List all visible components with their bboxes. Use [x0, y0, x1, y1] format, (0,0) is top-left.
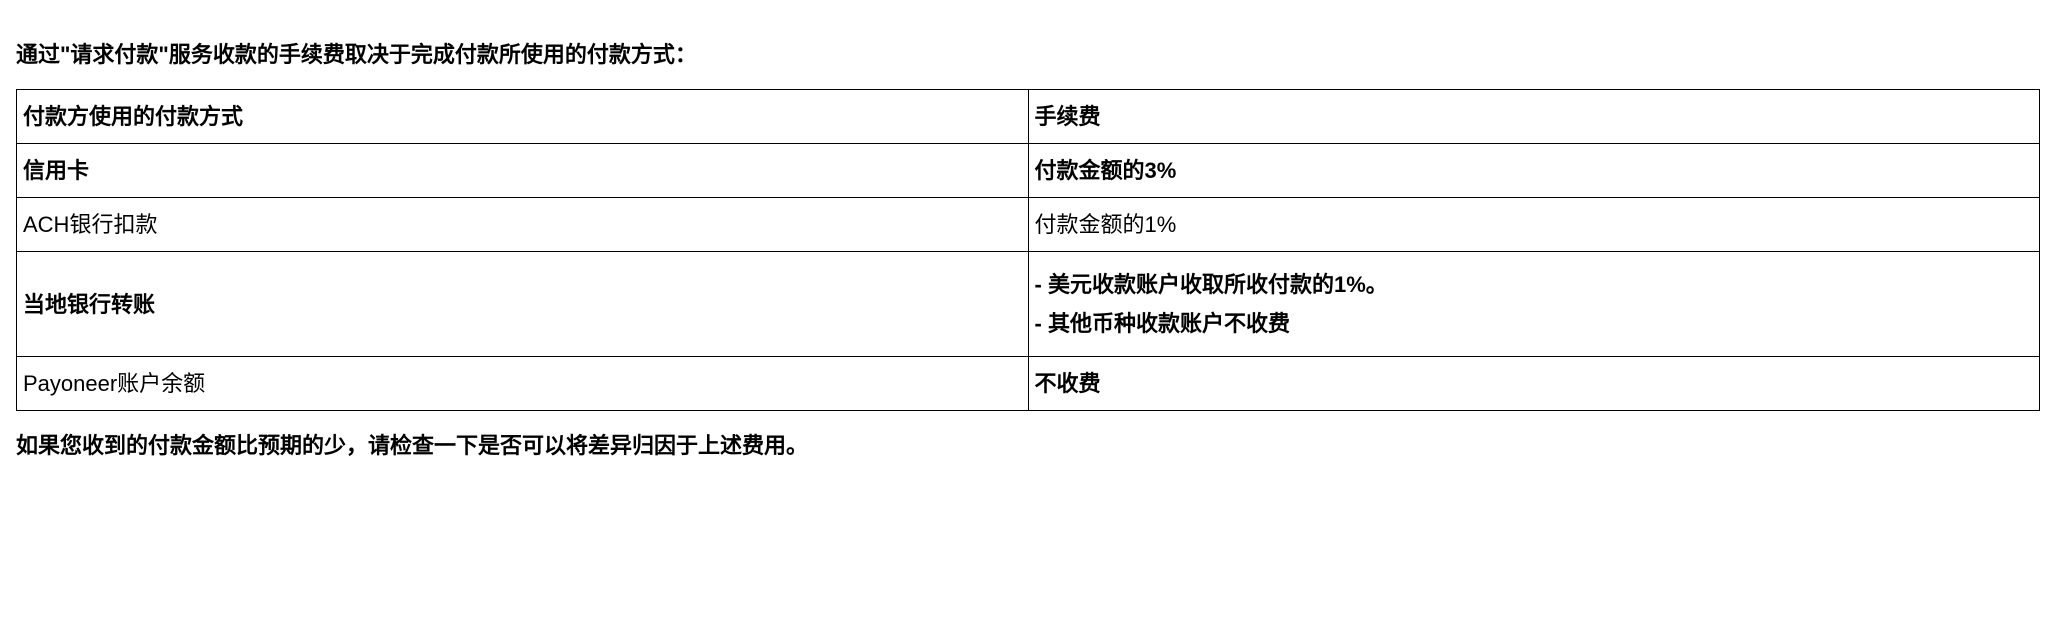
cell-method: Payoneer账户余额 [17, 357, 1029, 411]
cell-method: 信用卡 [17, 144, 1029, 198]
cell-method: ACH银行扣款 [17, 198, 1029, 252]
table-row: 当地银行转账 美元收款账户收取所收付款的1%。 其他币种收款账户不收费 [17, 252, 2040, 357]
fee-list-item: 美元收款账户收取所收付款的1%。 [1035, 268, 2034, 301]
cell-fee: 不收费 [1028, 357, 2040, 411]
fee-list-item: 其他币种收款账户不收费 [1035, 307, 2034, 340]
cell-fee: 美元收款账户收取所收付款的1%。 其他币种收款账户不收费 [1028, 252, 2040, 357]
intro-paragraph: 通过"请求付款"服务收款的手续费取决于完成付款所使用的付款方式： [16, 38, 2040, 71]
cell-fee: 付款金额的1% [1028, 198, 2040, 252]
col-header-fee: 手续费 [1028, 90, 2040, 144]
cell-method: 当地银行转账 [17, 252, 1029, 357]
outro-paragraph: 如果您收到的付款金额比预期的少，请检查一下是否可以将差异归因于上述费用。 [16, 429, 2040, 462]
table-row: 信用卡 付款金额的3% [17, 144, 2040, 198]
table-row: ACH银行扣款 付款金额的1% [17, 198, 2040, 252]
table-row: Payoneer账户余额 不收费 [17, 357, 2040, 411]
fees-table: 付款方使用的付款方式 手续费 信用卡 付款金额的3% ACH银行扣款 付款金额的… [16, 89, 2040, 411]
col-header-method: 付款方使用的付款方式 [17, 90, 1029, 144]
table-header-row: 付款方使用的付款方式 手续费 [17, 90, 2040, 144]
cell-fee: 付款金额的3% [1028, 144, 2040, 198]
fee-list: 美元收款账户收取所收付款的1%。 其他币种收款账户不收费 [1035, 268, 2034, 340]
